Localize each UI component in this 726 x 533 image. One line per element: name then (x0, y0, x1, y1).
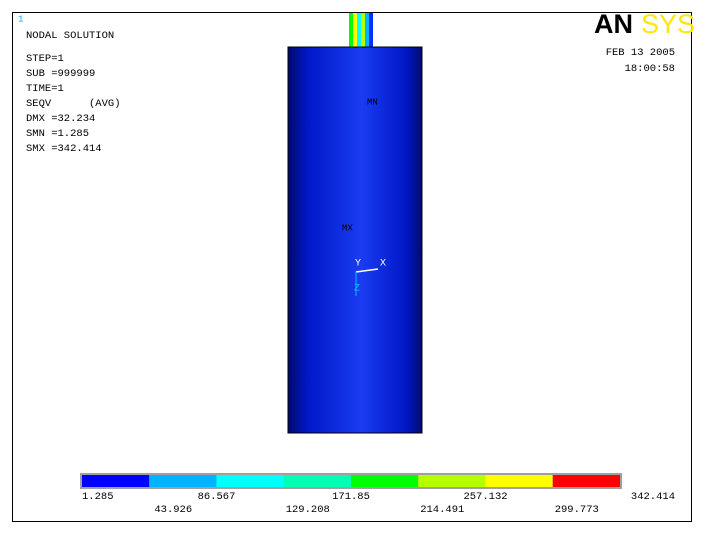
legend-band (283, 475, 351, 487)
legend-label: 171.85 (332, 491, 370, 503)
triad-z: Z (354, 284, 360, 295)
info-line: SMN =1.285 (26, 128, 89, 140)
solution-info: STEP=1 SUB =999999 TIME=1 SEQV (AVG) DMX =32… (26, 53, 121, 155)
info-line: SMX =342.414 (26, 143, 102, 155)
max-marker: MX (342, 223, 353, 233)
triad-y: Y (355, 259, 361, 270)
legend-band (149, 475, 217, 487)
legend-label: 257.132 (463, 491, 507, 503)
time: 18:00:58 (625, 63, 675, 75)
date: FEB 13 2005 (606, 47, 675, 59)
legend-label: 1.285 (82, 491, 114, 503)
legend-band (216, 475, 284, 487)
legend-label: 214.491 (420, 504, 464, 516)
legend-band (351, 475, 419, 487)
legend-band (418, 475, 486, 487)
triad: Y X Z (354, 259, 386, 296)
window-number: 1 (18, 14, 23, 24)
stub (349, 13, 373, 47)
legend-band (552, 475, 620, 487)
info-line: SEQV (AVG) (26, 98, 121, 110)
legend-band (485, 475, 553, 487)
info-line: DMX =32.234 (26, 113, 95, 125)
info-line: SUB =999999 (26, 68, 95, 80)
info-line: TIME=1 (26, 83, 64, 95)
info-line: STEP=1 (26, 53, 64, 65)
legend-label: 129.208 (286, 504, 330, 516)
logo-sys: SYS (641, 9, 695, 39)
legend-label: 43.926 (154, 504, 192, 516)
triad-x: X (380, 259, 386, 270)
title: NODAL SOLUTION (26, 30, 114, 42)
min-marker: MN (367, 97, 378, 107)
legend-label: 299.773 (555, 504, 599, 516)
legend-label: 342.414 (631, 491, 675, 503)
legend-label: 86.567 (198, 491, 236, 503)
cylinder (287, 46, 423, 434)
legend-band (82, 475, 150, 487)
logo-an: AN (594, 9, 633, 39)
